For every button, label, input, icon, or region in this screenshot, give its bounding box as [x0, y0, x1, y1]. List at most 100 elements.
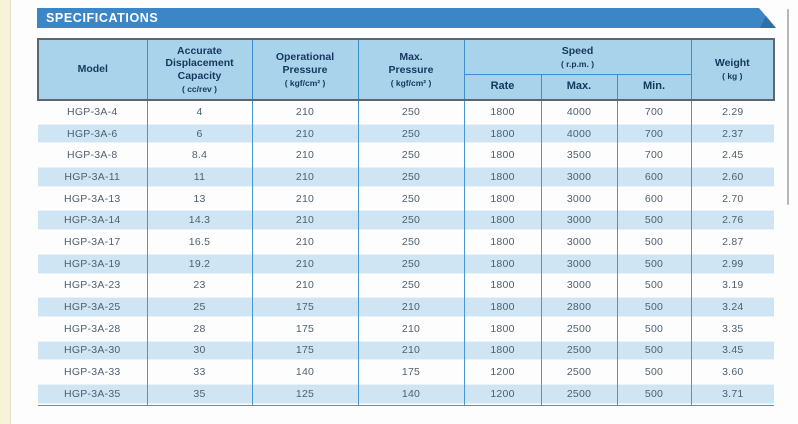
model-cell: HGP-3A-33 — [63, 366, 121, 379]
value-cell: 2.37 — [690, 122, 775, 145]
value-cell: 13 — [146, 187, 252, 210]
header-unit: ( kg ) — [722, 71, 743, 82]
table-row: HGP-3A-28 28 175 210 1800 2500 500 3.35 — [38, 317, 775, 340]
page-edge-line — [787, 9, 789, 205]
value-cell: 500 — [616, 296, 692, 318]
table-row: HGP-3A-8 8.4 210 250 1800 3500 700 2.45 — [38, 144, 775, 167]
value-cell: 500 — [616, 209, 692, 232]
value-cell: 28 — [146, 317, 252, 340]
value-cell: 210 — [251, 187, 358, 210]
value-cell: 500 — [616, 382, 692, 406]
specifications-table: Model Accurate Displacement Capacity ( c… — [37, 38, 776, 406]
col-header-speed-max: Max. — [540, 74, 618, 101]
value-cell: 125 — [251, 382, 358, 406]
value-cell: 250 — [357, 187, 464, 210]
value-cell: 210 — [251, 252, 358, 275]
value-cell: 250 — [357, 144, 464, 167]
value-cell: 3000 — [540, 274, 617, 297]
value-cell: 1800 — [463, 274, 541, 297]
table-body: HGP-3A-4 4 210 250 1800 4000 700 2.29 HGP-3A-6 6 2… — [38, 100, 775, 406]
col-header-speed: Speed ( r.p.m. ) — [463, 38, 692, 75]
value-cell: 250 — [357, 209, 464, 232]
value-cell: 600 — [616, 187, 692, 210]
value-cell: 1800 — [463, 144, 541, 167]
value-cell: 1800 — [463, 339, 541, 362]
value-cell: 11 — [146, 166, 252, 188]
col-header-speed-min: Min. — [616, 74, 692, 101]
value-cell: 210 — [251, 166, 358, 188]
header-label: Speed — [561, 44, 594, 57]
value-cell: 1800 — [463, 166, 541, 188]
table-row: HGP-3A-23 23 210 250 1800 3000 500 3.19 — [38, 274, 775, 297]
header-label: Model — [77, 63, 108, 76]
value-cell: 16.5 — [146, 231, 252, 253]
model-cell: HGP-3A-19 — [38, 252, 147, 275]
value-cell: 250 — [357, 100, 464, 123]
value-cell: 1800 — [463, 231, 541, 253]
value-cell: 1200 — [463, 361, 541, 383]
header-label: Operational Pressure — [275, 51, 335, 76]
value-cell: 2800 — [540, 296, 617, 318]
table-row: HGP-3A-6 6 210 250 1800 4000 700 2.37 — [38, 122, 775, 145]
value-cell: 2.70 — [690, 187, 775, 210]
value-cell: 8.4 — [146, 144, 252, 167]
value-cell: 250 — [357, 122, 464, 145]
value-cell: 4000 — [540, 100, 617, 123]
value-cell: 3.71 — [690, 382, 775, 406]
value-cell: 2.60 — [690, 166, 775, 188]
table-row: HGP-3A-30 30 175 210 1800 2500 500 3.45 — [38, 339, 775, 362]
value-cell: 500 — [616, 274, 692, 297]
value-cell: 3000 — [540, 187, 617, 210]
value-cell: 14.3 — [146, 209, 252, 232]
value-cell: 35 — [146, 382, 252, 406]
model-cell: HGP-3A-23 — [63, 279, 121, 292]
value-cell: 250 — [357, 231, 464, 253]
table-row: HGP-3A-33 33 140 175 1200 2500 500 3.60 — [38, 361, 775, 383]
table-row: HGP-3A-4 4 210 250 1800 4000 700 2.29 — [38, 100, 775, 123]
value-cell: 3000 — [540, 231, 617, 253]
col-header-rate: Rate — [463, 74, 542, 101]
table-row: HGP-3A-13 13 210 250 1800 3000 600 2.70 — [38, 187, 775, 210]
model-cell: HGP-3A-30 — [38, 339, 147, 362]
model-cell: HGP-3A-13 — [63, 192, 121, 205]
value-cell: 500 — [616, 361, 692, 383]
value-cell: 4 — [146, 100, 252, 123]
header-unit: ( r.p.m. ) — [560, 58, 595, 69]
value-cell: 2.76 — [690, 209, 775, 232]
model-cell: HGP-3A-14 — [38, 209, 147, 232]
value-cell: 1800 — [463, 252, 541, 275]
header-label: Accurate Displacement Capacity — [165, 44, 234, 83]
value-cell: 3500 — [540, 144, 617, 167]
value-cell: 2500 — [540, 339, 617, 362]
specifications-banner: SPECIFICATIONS — [37, 8, 776, 28]
model-cell: HGP-3A-25 — [38, 296, 147, 318]
value-cell: 600 — [616, 166, 692, 188]
model-cell: HGP-3A-35 — [38, 382, 147, 406]
col-header-operational-pressure: Operational Pressure ( kgf/cm² ) — [251, 38, 359, 101]
table-row: HGP-3A-14 14.3 210 250 1800 3000 500 2.76 — [38, 209, 775, 232]
value-cell: 210 — [357, 339, 464, 362]
value-cell: 3.60 — [690, 361, 775, 383]
value-cell: 3.19 — [690, 274, 775, 297]
value-cell: 210 — [251, 144, 358, 167]
banner-title: SPECIFICATIONS — [46, 11, 159, 25]
value-cell: 210 — [251, 231, 358, 253]
header-unit: ( kgf/cm² ) — [390, 77, 432, 88]
value-cell: 33 — [146, 361, 252, 383]
model-cell: HGP-3A-11 — [38, 166, 147, 188]
value-cell: 210 — [251, 274, 358, 297]
value-cell: 25 — [146, 296, 252, 318]
value-cell: 500 — [616, 231, 692, 253]
value-cell: 2.87 — [690, 231, 775, 253]
value-cell: 2500 — [540, 382, 617, 406]
value-cell: 210 — [357, 317, 464, 340]
value-cell: 175 — [357, 361, 464, 383]
header-label: Max. Pressure — [388, 51, 434, 76]
value-cell: 3.35 — [690, 317, 775, 340]
value-cell: 210 — [357, 296, 464, 318]
value-cell: 3.45 — [690, 339, 775, 362]
table-row: HGP-3A-35 35 125 140 1200 2500 500 3.71 — [38, 382, 775, 406]
value-cell: 1800 — [463, 100, 541, 123]
value-cell: 1800 — [463, 187, 541, 210]
